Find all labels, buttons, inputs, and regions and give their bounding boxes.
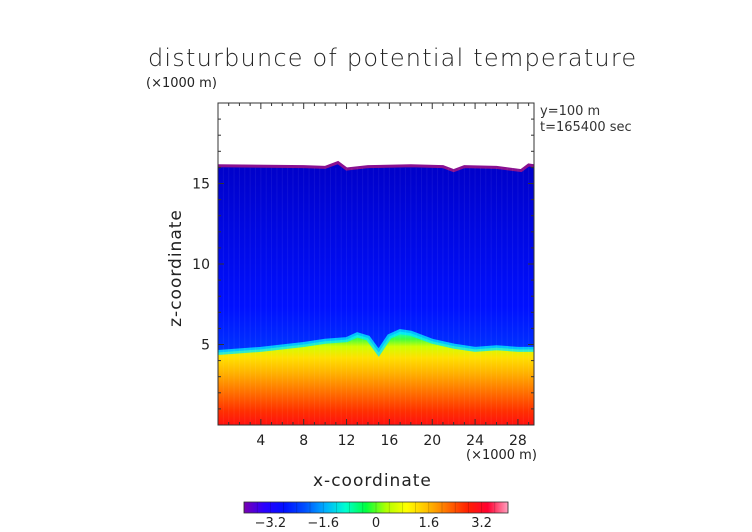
x-axis-unit: (×1000 m) — [466, 448, 537, 463]
x-tick-label: 24 — [466, 433, 484, 449]
chart-title: disturbunce of potential temperature — [148, 44, 638, 72]
colorbar-tick-label: −1.6 — [307, 516, 339, 531]
colorbar-tick-label: 0 — [372, 516, 380, 531]
x-tick-label: 28 — [509, 433, 527, 449]
colorbar-tick-label: −3.2 — [255, 516, 287, 531]
interface-line — [217, 329, 534, 357]
y-tick-label: 5 — [201, 338, 210, 354]
x-tick-label: 4 — [256, 433, 265, 449]
x-axis-label: x-coordinate — [313, 471, 432, 491]
z-axis-unit: (×1000 m) — [146, 76, 217, 91]
y-tick-label: 15 — [192, 177, 210, 193]
x-tick-label: 20 — [423, 433, 441, 449]
model-top-line — [217, 160, 535, 173]
annotation-time: t=165400 sec — [540, 120, 632, 135]
annotation-y: y=100 m — [540, 104, 601, 119]
y-tick-label: 10 — [192, 257, 210, 273]
colorbar — [243, 501, 509, 514]
x-tick-label: 12 — [338, 433, 356, 449]
x-tick-label: 16 — [380, 433, 398, 449]
colorbar-tick-label: 1.6 — [418, 516, 439, 531]
lower-layer-field — [218, 331, 534, 425]
x-tick-label: 8 — [299, 433, 308, 449]
colorbar-tick-label: 3.2 — [471, 516, 492, 531]
